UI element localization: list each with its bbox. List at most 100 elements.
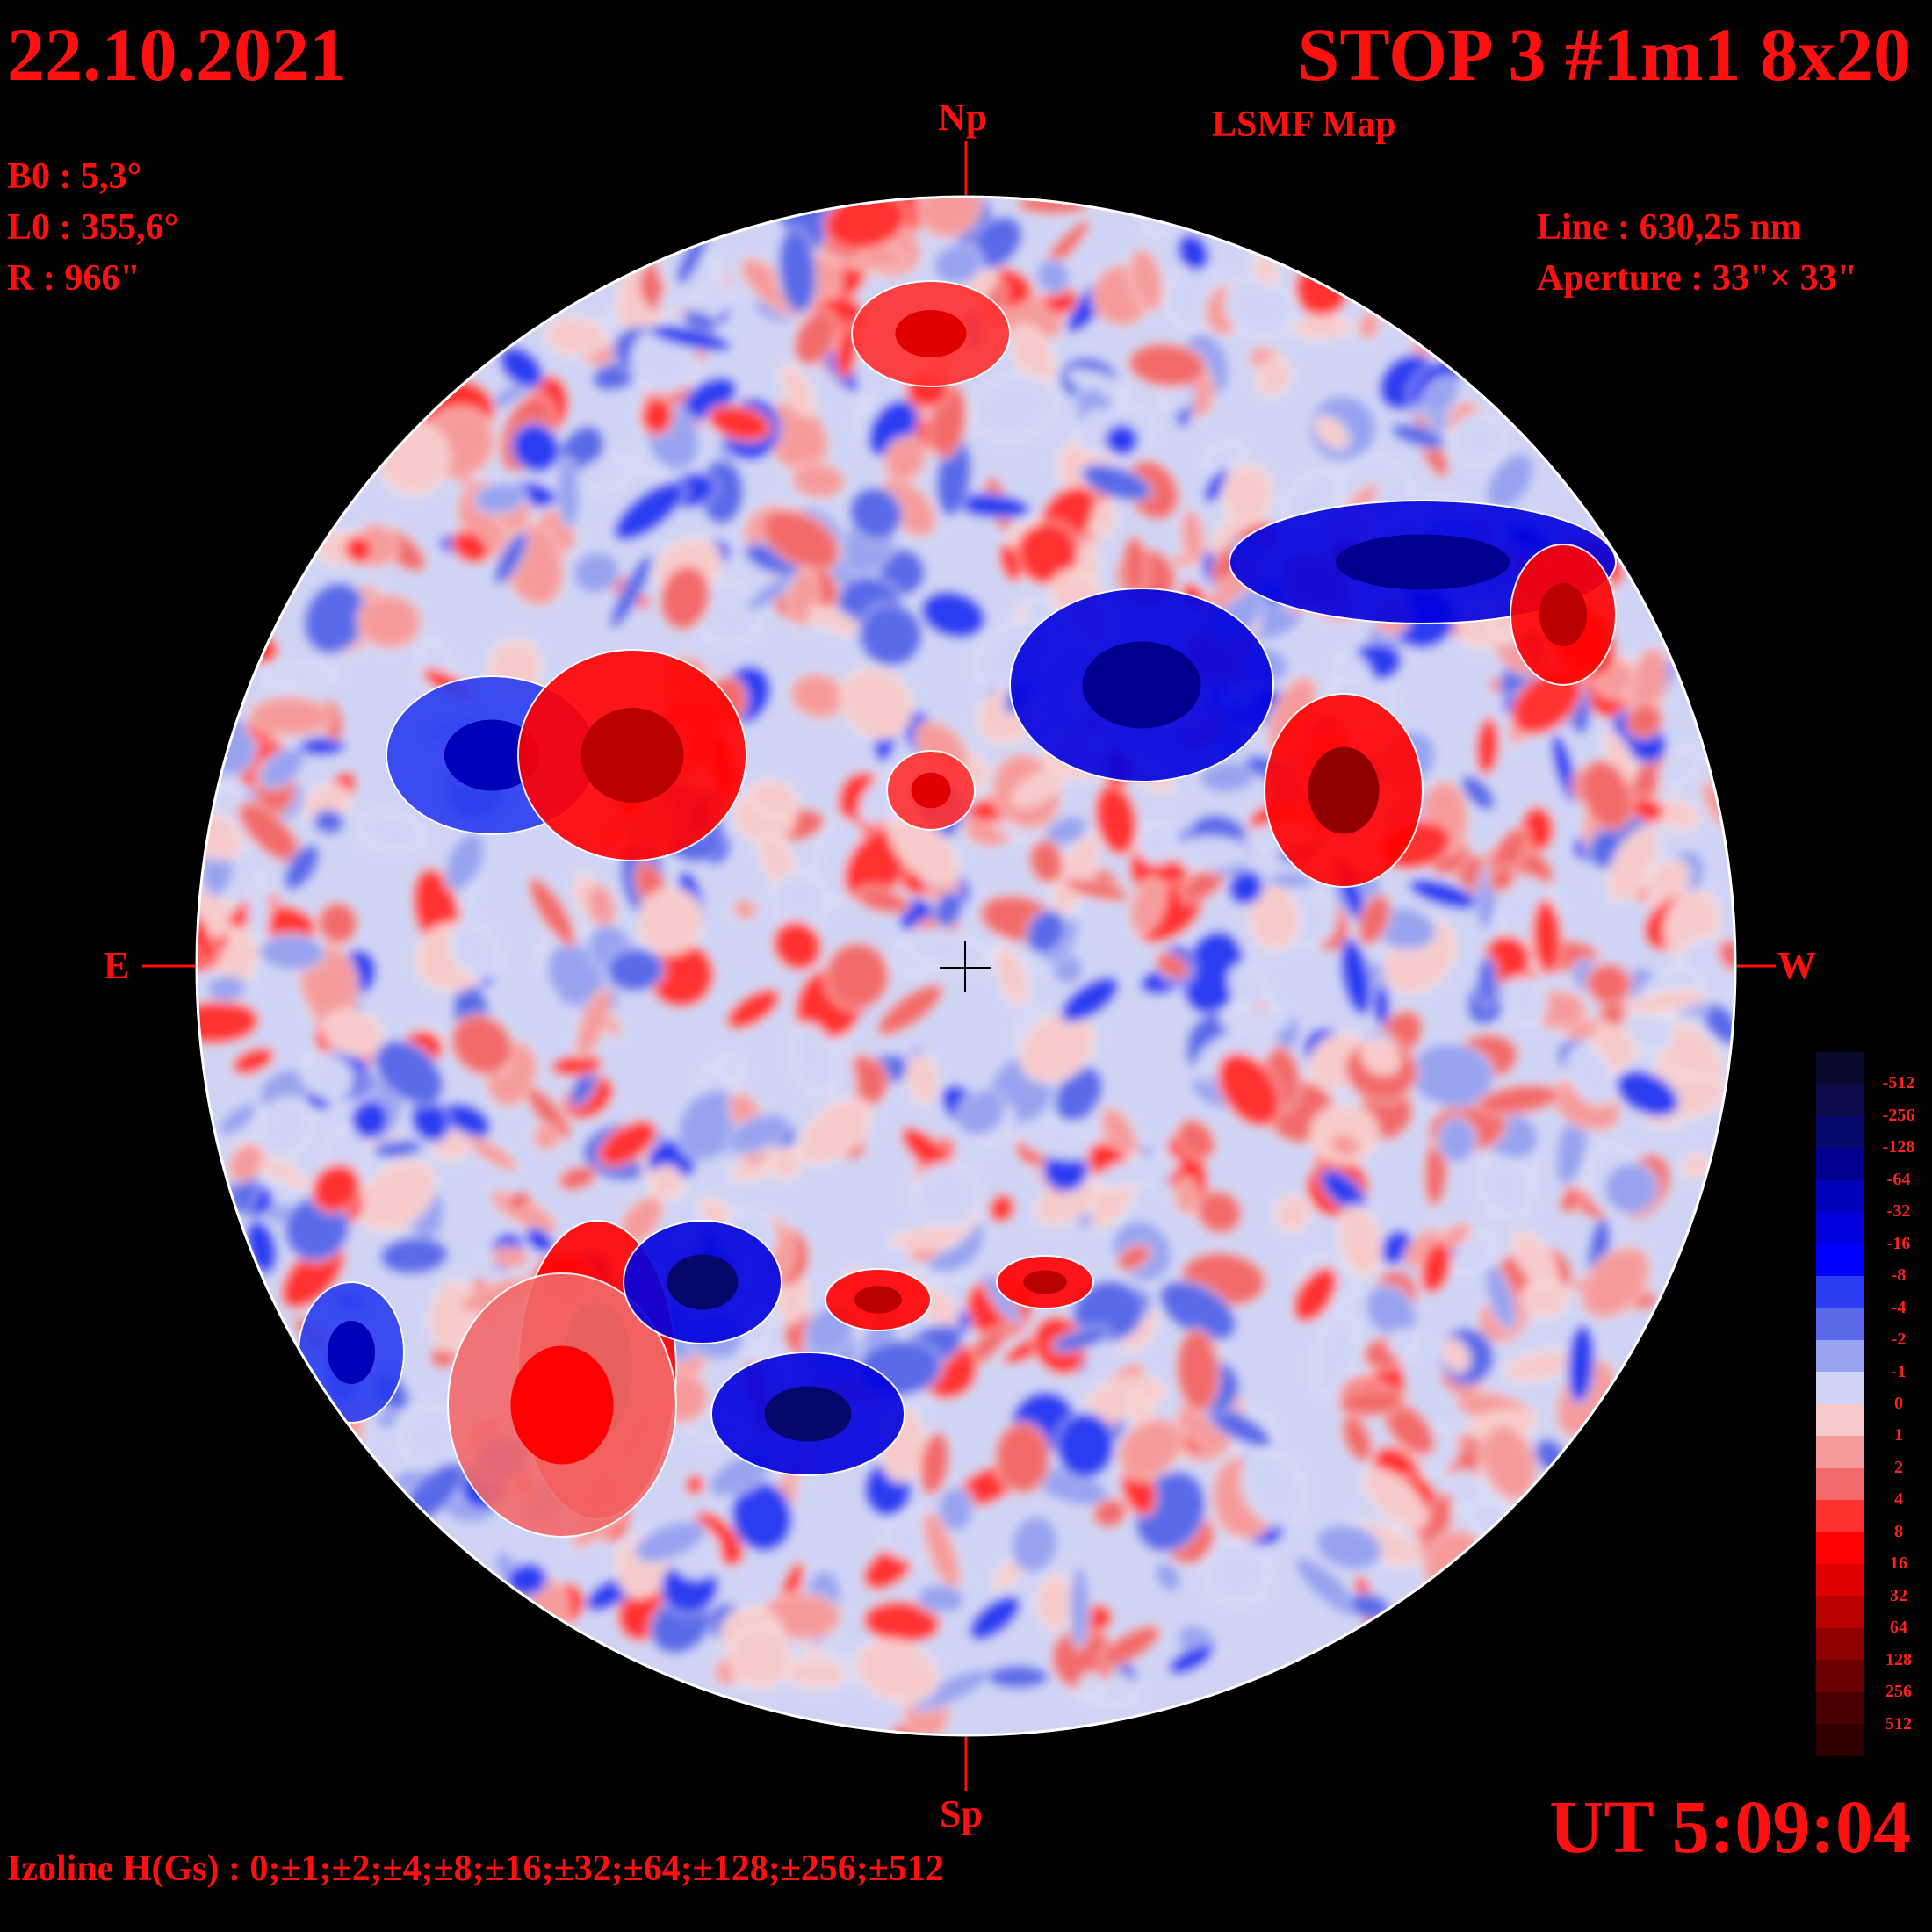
positive-field-patch [1092, 1497, 1128, 1529]
negative-field-patch [1241, 1450, 1306, 1525]
negative-field-patch [1053, 1064, 1105, 1124]
colorbar-swatch [1816, 1212, 1864, 1244]
positive-field-patch [825, 941, 890, 1011]
negative-field-patch [1103, 422, 1141, 458]
colorbar-label: 128 [1885, 1649, 1912, 1669]
negative-field-patch [915, 1582, 967, 1615]
colorbar-label: -8 [1891, 1265, 1907, 1286]
positive-field-patch [1019, 1011, 1096, 1084]
colorbar-label: -64 [1886, 1169, 1911, 1189]
negative-field-patch [1204, 1539, 1271, 1605]
negative-field-patch [1314, 1522, 1384, 1572]
positive-field-patch [783, 1657, 848, 1690]
negative-field-patch [1602, 1161, 1659, 1215]
strong-field-core [1082, 641, 1201, 729]
colorbar-swatch [1816, 1691, 1864, 1725]
positive-field-patch [1195, 1189, 1244, 1236]
colorbar-swatch [1816, 1436, 1864, 1468]
positive-field-patch [792, 309, 838, 367]
negative-field-patch [1421, 376, 1460, 417]
negative-field-patch [1055, 1411, 1116, 1481]
colorbar-swatch [1816, 1339, 1864, 1373]
negative-field-patch [449, 921, 501, 979]
negative-field-patch [1312, 1312, 1359, 1397]
negative-field-patch [970, 373, 1058, 441]
colorbar-label: 1 [1894, 1425, 1903, 1445]
positive-field-patch [797, 1098, 873, 1165]
colorbar-swatch [1816, 1564, 1864, 1597]
negative-field-patch [1451, 413, 1507, 465]
positive-field-patch [1474, 716, 1500, 777]
negative-field-patch [300, 1052, 353, 1100]
positive-field-patch [311, 1162, 362, 1215]
map-title: STOP 3 #1m1 8x20 [1297, 12, 1911, 97]
positive-field-patch [1579, 758, 1633, 832]
positive-field-patch [544, 316, 608, 357]
positive-field-patch [524, 1085, 573, 1141]
positive-field-patch [840, 667, 913, 740]
negative-field-patch [1483, 1263, 1517, 1331]
colorbar-label: 8 [1894, 1521, 1903, 1541]
positive-field-patch [1606, 825, 1660, 903]
colorbar-swatch [1816, 1244, 1864, 1277]
negative-field-patch [216, 1101, 259, 1138]
positive-field-patch [1128, 877, 1165, 935]
positive-field-patch [1254, 357, 1293, 398]
negative-field-patch [1566, 1044, 1616, 1106]
negative-field-patch [1478, 1156, 1533, 1218]
colorbar-label: -2 [1891, 1330, 1907, 1350]
negative-field-patch [493, 530, 530, 587]
negative-field-patch [609, 551, 654, 631]
positive-field-patch [1027, 838, 1065, 886]
negative-field-patch [1176, 232, 1211, 273]
negative-field-patch [1388, 1329, 1418, 1358]
negative-field-patch [258, 746, 306, 790]
north-label: Np [938, 96, 988, 139]
positive-field-patch [1121, 535, 1149, 596]
colorbar-swatch [1816, 1532, 1864, 1564]
negative-field-patch [256, 1097, 314, 1160]
negative-field-patch [1034, 257, 1071, 296]
solar-params: B0 : 5,3° L0 : 355,6° R : 966" [7, 151, 178, 304]
negative-field-patch [1658, 746, 1701, 790]
positive-field-patch [790, 461, 847, 500]
negative-field-patch [248, 873, 270, 946]
positive-field-patch [649, 1164, 684, 1200]
negative-field-patch [571, 550, 622, 595]
positive-field-patch [1337, 1205, 1382, 1278]
positive-field-patch [889, 816, 961, 884]
negative-field-patch [1157, 1280, 1238, 1342]
positive-field-patch [1127, 342, 1208, 389]
colorbar-swatch [1816, 1052, 1864, 1085]
positive-field-patch [1625, 702, 1664, 739]
colorbar-swatch [1816, 1308, 1864, 1340]
positive-field-patch [550, 1053, 604, 1078]
colorbar-label: 2 [1894, 1457, 1903, 1477]
colorbar-swatch [1816, 1724, 1864, 1756]
positive-field-patch [1602, 729, 1636, 781]
negative-field-patch [378, 1235, 451, 1276]
positive-field-patch [1357, 892, 1392, 947]
negative-field-patch [1614, 1069, 1680, 1119]
colorbar-swatch [1816, 1467, 1864, 1501]
izoline-legend: Izoline H(Gs) : 0;±1;±2;±4;±8;±16;±32;±6… [7, 1849, 944, 1889]
negative-field-patch [1009, 1514, 1060, 1575]
negative-field-patch [1059, 976, 1121, 1024]
positive-field-patch [854, 886, 911, 915]
colorbar-label: -4 [1891, 1297, 1907, 1317]
strong-field-core [667, 1254, 739, 1310]
negative-field-patch [1050, 1326, 1111, 1353]
negative-field-patch [1166, 1643, 1216, 1676]
negative-field-patch [1566, 1323, 1597, 1405]
positive-field-patch [1154, 951, 1190, 980]
negative-field-patch [955, 1087, 1007, 1138]
negative-field-patch [350, 1098, 391, 1142]
positive-field-patch [1585, 962, 1633, 1006]
positive-field-patch [876, 983, 945, 1037]
negative-field-patch [1203, 442, 1246, 471]
colorbar [1816, 1052, 1864, 1756]
positive-field-patch [639, 395, 674, 436]
negative-field-patch [282, 843, 321, 892]
positive-field-patch [918, 197, 984, 240]
positive-field-patch [918, 1430, 951, 1497]
